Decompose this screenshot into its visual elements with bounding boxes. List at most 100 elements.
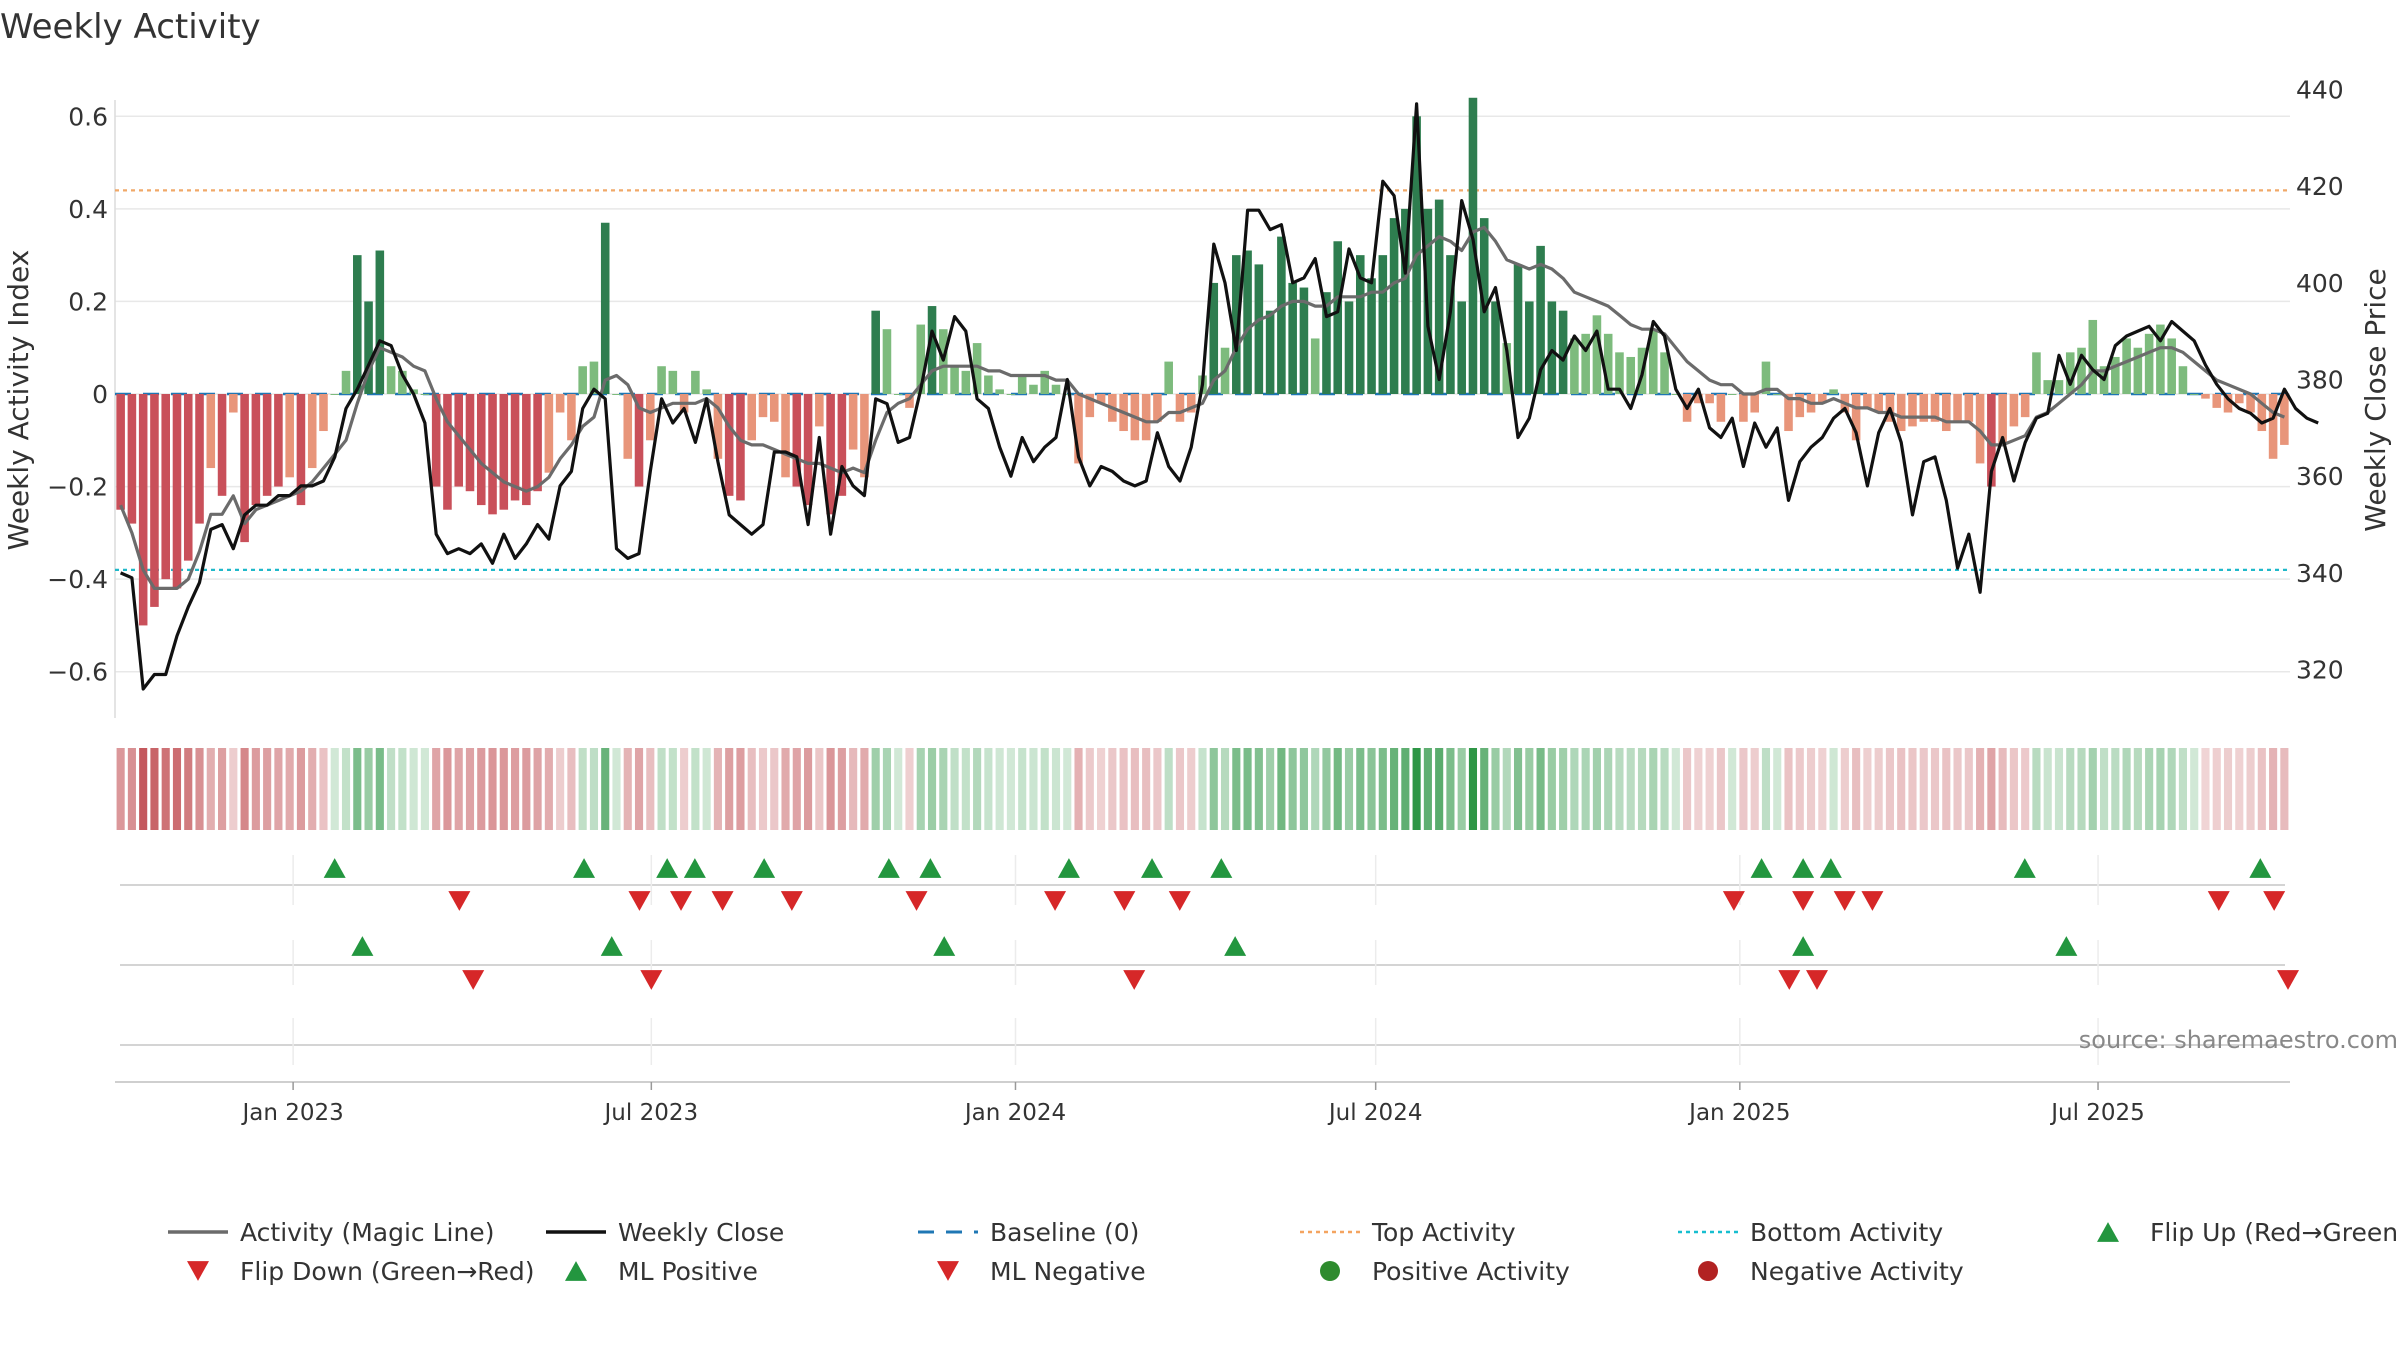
activity-bar [1739, 394, 1748, 422]
heat-cell [2066, 748, 2075, 830]
heat-cell [1998, 748, 2007, 830]
heat-cell [1885, 748, 1894, 830]
legend-triangle-down-icon [937, 1261, 959, 1281]
heat-cell [1716, 748, 1725, 830]
left-tick-label: −0.4 [47, 565, 108, 594]
activity-bar [1085, 394, 1095, 418]
heat-cell [2167, 748, 2176, 830]
heat-cell [1683, 748, 1692, 830]
activity-bar [1525, 301, 1534, 394]
heat-cell [1559, 748, 1568, 830]
reference-lines [115, 189, 2290, 571]
activity-bar [138, 394, 148, 626]
heat-cell [195, 748, 204, 830]
activity-bar [488, 394, 497, 515]
heat-cell [702, 748, 711, 830]
heat-cell [2077, 748, 2086, 830]
activity-bar [1547, 301, 1557, 394]
heat-cell [465, 748, 475, 830]
activity-bar [1919, 394, 1929, 422]
heat-cell [601, 748, 610, 830]
activity-bar [2065, 352, 2075, 394]
flip-down-marker [2263, 891, 2286, 911]
activity-bar [1987, 394, 1996, 487]
activity-heat-strip [116, 748, 2289, 830]
activity-bar [972, 343, 982, 394]
heat-cell [1728, 748, 1737, 830]
activity-bar [2043, 380, 2052, 394]
activity-bar [2144, 333, 2154, 394]
heat-cell [578, 748, 587, 830]
heat-cell [319, 748, 328, 830]
heat-cell [792, 748, 801, 830]
heat-cell [567, 748, 576, 830]
heat-cell [1930, 748, 1940, 830]
activity-bar [2201, 394, 2210, 399]
flip-up-marker [656, 858, 679, 878]
heat-cell [139, 748, 148, 830]
right-tick-label: 400 [2296, 269, 2344, 298]
heat-cell [1637, 748, 1647, 830]
activity-bar [2246, 394, 2255, 413]
heat-cell [725, 748, 734, 830]
flip-up-marker [2249, 858, 2272, 878]
heat-cell [1356, 748, 1365, 830]
activity-bar [2054, 380, 2064, 394]
activity-bar [1964, 394, 1974, 422]
heat-cell [1570, 748, 1579, 830]
heat-cell [1547, 748, 1556, 830]
right-tick-label: 340 [2296, 559, 2344, 588]
heat-cell [240, 748, 249, 830]
activity-bar [1074, 394, 1083, 464]
flip-down-marker [780, 891, 803, 911]
heat-cell [1919, 748, 1928, 830]
flip-down-marker [1722, 891, 1745, 911]
heat-cell [251, 748, 260, 830]
heat-cell [1942, 748, 1951, 830]
activity-bar [1570, 338, 1579, 394]
heat-cell [950, 748, 959, 830]
flip-down-marker [628, 891, 651, 911]
flip-down-marker [905, 891, 928, 911]
heat-cell [1863, 748, 1872, 830]
heat-cell [1739, 748, 1748, 830]
activity-bar [2032, 352, 2041, 394]
activity-bar [1896, 394, 1906, 432]
heat-cell [1412, 748, 1421, 830]
legend-label: Baseline (0) [990, 1218, 1139, 1247]
heat-cell [2246, 748, 2255, 830]
heat-cell [837, 748, 846, 830]
activity-bar [127, 394, 137, 524]
activity-bar [1322, 292, 1331, 394]
activity-bar [893, 394, 903, 395]
flip-up-marker [2013, 858, 2036, 878]
heat-cell [206, 748, 215, 830]
activity-bar [1818, 394, 1827, 404]
activity-bar [961, 370, 971, 394]
heat-cell [2111, 748, 2120, 830]
activity-bar [1536, 245, 1545, 394]
x-tick-label: Jul 2024 [1327, 1100, 1423, 1126]
activity-bar [240, 394, 249, 543]
heat-cell [533, 748, 542, 830]
activity-bar [950, 366, 959, 394]
legend-label: Flip Down (Green→Red) [240, 1257, 535, 1286]
heat-cell [420, 748, 429, 830]
flip-down-marker [670, 891, 693, 911]
heat-cell [432, 748, 441, 830]
activity-bar [1908, 394, 1917, 427]
flip-up-marker [323, 858, 346, 878]
heat-cell [758, 748, 768, 830]
heat-cell [770, 748, 779, 830]
legend: Activity (Magic Line) Weekly Close Baselin… [168, 1218, 2400, 1286]
heat-cell [556, 748, 565, 830]
activity-bar [702, 389, 711, 394]
activity-bar [1310, 338, 1320, 394]
activity-bar [1502, 343, 1512, 394]
flip-up-marker [683, 858, 706, 878]
activity-bar [398, 370, 407, 394]
left-tick-label: 0.6 [68, 102, 108, 131]
heat-cell [2088, 748, 2097, 830]
activity-bar [848, 394, 858, 450]
activity-bar [206, 394, 216, 469]
